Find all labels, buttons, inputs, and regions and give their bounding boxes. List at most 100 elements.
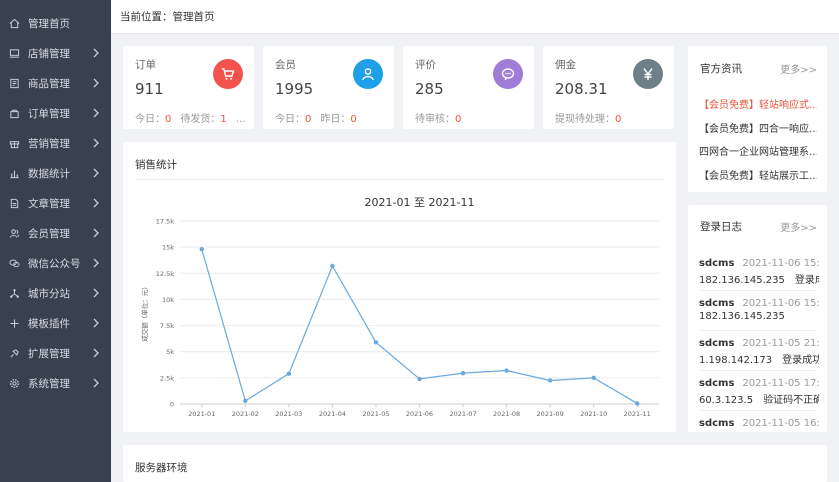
stat-sub-label: 待审核：	[415, 114, 455, 125]
sidebar-item-7[interactable]: 会员管理	[0, 218, 111, 248]
data-point	[199, 247, 204, 252]
comment-icon[interactable]	[493, 59, 523, 89]
sidebar-item-4[interactable]: 营销管理	[0, 128, 111, 158]
sidebar-item-label: 会员管理	[28, 227, 70, 240]
sidebar-item-label: 城市分站	[28, 287, 70, 300]
stat-sub-label: 提现待处理：	[555, 114, 615, 125]
chevron-right-icon	[93, 78, 99, 88]
data-point	[460, 370, 466, 376]
stat-sub: 提现待处理：0	[555, 110, 621, 125]
sidebar-item-6[interactable]: 文章管理	[0, 188, 111, 218]
user-icon[interactable]	[353, 59, 383, 89]
news-item[interactable]: 【会员免费】轻站响应式…	[699, 100, 817, 111]
log-ip: 182.136.145.235	[699, 311, 785, 322]
x-tick-label: 2021-08	[493, 410, 520, 418]
news-more-link[interactable]: 更多>>	[780, 65, 817, 76]
cart-icon[interactable]	[213, 59, 243, 89]
sidebar-item-label: 微信公众号	[28, 257, 81, 270]
sidebar-item-label: 管理首页	[28, 17, 70, 30]
stat-title: 会员	[275, 59, 296, 71]
data-point	[373, 340, 379, 345]
login-log-entry: sdcms 2021-11-06 15:47 182.136.145.235	[699, 295, 819, 322]
chevron-right-icon	[93, 258, 99, 268]
y-tick-label: 17.5k	[156, 218, 174, 226]
x-tick-label: 2021-03	[275, 410, 302, 418]
x-tick-label: 2021-01	[188, 410, 215, 418]
stat-sub: 今日：0 待发货：1…	[135, 110, 246, 125]
y-tick-label: 7.5k	[160, 322, 174, 330]
stat-card-1: 会员 1995 今日：0 昨日：0	[263, 46, 394, 129]
sidebar-item-label: 商品管理	[28, 77, 70, 90]
log-status: 验证码不正确	[763, 395, 819, 406]
data-point	[286, 371, 292, 376]
y-tick-label: 5k	[166, 348, 174, 356]
sidebar-item-label: 订单管理	[28, 107, 70, 120]
bar-chart-icon	[8, 167, 20, 179]
chevron-right-icon	[93, 228, 99, 238]
chevron-right-icon	[93, 288, 99, 298]
sidebar-item-10[interactable]: 模板插件	[0, 308, 111, 338]
sales-panel-title: 销售统计	[135, 159, 177, 171]
stat-card-0: 订单 911 今日：0 待发货：1…	[123, 46, 254, 129]
x-tick-label: 2021-04	[319, 410, 346, 418]
stat-sub-label: …	[235, 114, 246, 125]
network-icon	[8, 287, 20, 299]
gift-icon	[8, 137, 20, 149]
sales-panel: 销售统计 2021-01 至 2021-11 0 2.5k 5k 7.5k 10k 12.5…	[123, 142, 676, 432]
sidebar-item-label: 扩展管理	[28, 347, 70, 360]
sidebar-item-2[interactable]: 商品管理	[0, 68, 111, 98]
x-tick-label: 2021-11	[624, 410, 651, 418]
sidebar-item-9[interactable]: 城市分站	[0, 278, 111, 308]
server-env-panel: 服务器环境	[123, 445, 827, 482]
stat-value: 208.31	[555, 80, 608, 98]
data-point	[635, 401, 640, 406]
log-time: 2021-11-06 15:47	[742, 298, 819, 309]
sidebar-item-1[interactable]: 店铺管理	[0, 38, 111, 68]
sidebar-item-11[interactable]: 扩展管理	[0, 338, 111, 368]
order-icon	[8, 107, 20, 119]
login-log-entry: sdcms 2021-11-05 17:10 60.3.123.5 验证码不正确	[699, 375, 819, 406]
data-point	[591, 375, 596, 381]
sidebar-item-12[interactable]: 系统管理	[0, 368, 111, 398]
chevron-right-icon	[93, 348, 99, 358]
news-item[interactable]: 四网合一企业网站管理系…	[699, 147, 817, 158]
stat-value: 1995	[275, 80, 314, 98]
log-user: sdcms	[699, 378, 735, 389]
yen-icon[interactable]	[633, 59, 663, 89]
news-item[interactable]: 【会员免费】四合一响应…	[699, 123, 817, 135]
sales-line-chart: 2021-01 至 2021-11 0 2.5k 5k 7.5k 10k 12.5k 15k 1…	[140, 196, 659, 418]
log-divider	[699, 370, 816, 371]
sidebar-item-0[interactable]: 管理首页	[0, 8, 111, 38]
sidebar-item-label: 文章管理	[28, 197, 70, 210]
chevron-right-icon	[93, 318, 99, 328]
data-point	[330, 263, 335, 269]
breadcrumb-text: 当前位置：管理首页	[120, 11, 215, 23]
log-ip: 60.3.123.5	[699, 395, 754, 406]
stat-sub-value: 0	[165, 114, 172, 125]
stat-sub-value: 1	[220, 114, 227, 125]
login-log-more-link[interactable]: 更多>>	[780, 223, 817, 234]
log-time: 2021-11-06 15:47	[742, 258, 819, 269]
x-tick-label: 2021-02	[232, 410, 259, 418]
sidebar-item-8[interactable]: 微信公众号	[0, 248, 111, 278]
stat-sub-value: 0	[350, 114, 357, 125]
stat-card-3: 佣金 208.31 提现待处理：0	[543, 46, 674, 129]
log-user: sdcms	[699, 418, 735, 429]
login-log-entry: sdcms 2021-11-06 15:47 182.136.145.235 登录成功	[699, 255, 819, 286]
chevron-right-icon	[93, 198, 99, 208]
chevron-right-icon	[93, 138, 99, 148]
stat-sub: 待审核：0	[415, 110, 461, 125]
sidebar-item-3[interactable]: 订单管理	[0, 98, 111, 128]
news-item[interactable]: 【会员免费】轻站展示工…	[699, 170, 817, 182]
log-divider	[699, 330, 816, 331]
stat-sub-label: 昨日：	[320, 114, 351, 125]
chevron-right-icon	[93, 378, 99, 388]
stat-sub-value: 0	[615, 114, 622, 125]
stat-sub-label: 今日：	[275, 114, 305, 125]
log-time: 2021-11-05 21:35	[742, 338, 819, 349]
sidebar-item-label: 模板插件	[28, 317, 70, 330]
stat-sub-value: 0	[455, 114, 462, 125]
sidebar-item-5[interactable]: 数据统计	[0, 158, 111, 188]
chevron-right-icon	[93, 48, 99, 58]
data-point	[243, 398, 248, 404]
